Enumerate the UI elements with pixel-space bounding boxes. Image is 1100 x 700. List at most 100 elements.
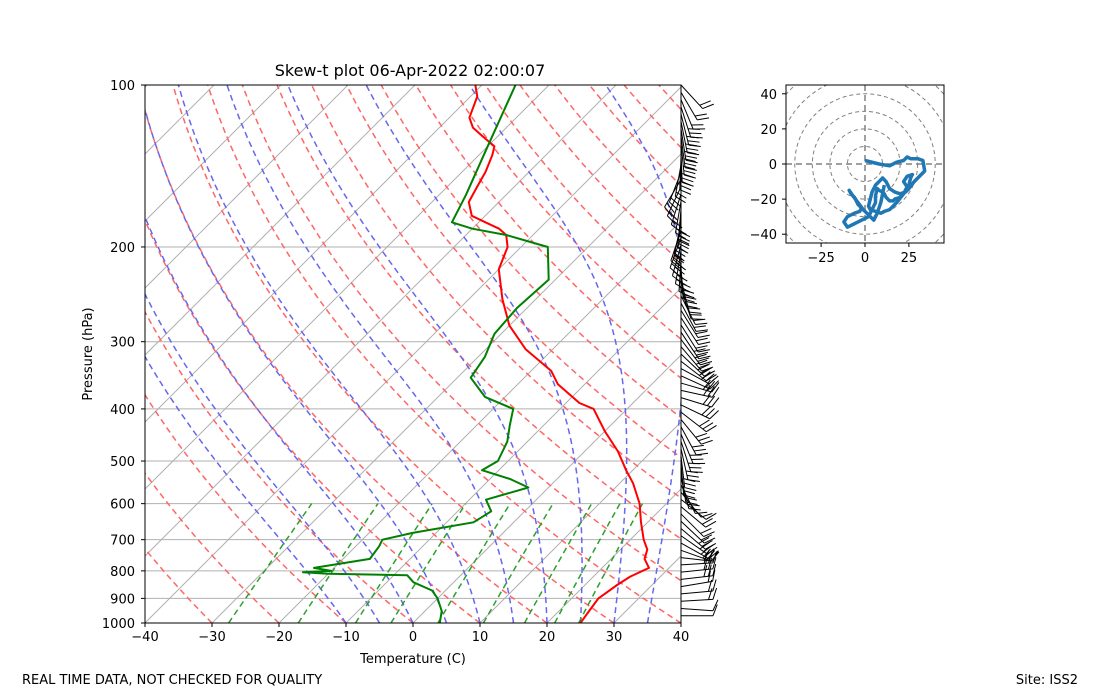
- wind-barb-flag: [698, 363, 711, 369]
- isotherm-line: [145, 86, 681, 623]
- isotherm-line: [211, 153, 681, 623]
- wind-barb-flag: [685, 159, 698, 164]
- hodograph-line: [842, 155, 927, 229]
- dry-adiabat-line: [449, 85, 681, 341]
- wind-barb-flag: [678, 231, 691, 238]
- wind-barb: [680, 426, 697, 456]
- wind-barb-flag: [690, 136, 703, 139]
- wind-barb: [680, 121, 688, 153]
- hodograph-ticks: −25 0 25 40 20 0 −20 −40: [750, 88, 918, 266]
- isotherm-line: [145, 85, 416, 356]
- wind-barb-flag: [674, 249, 686, 257]
- y-tick-label: 800: [110, 565, 135, 580]
- wind-barb-flag: [693, 348, 706, 352]
- isotherm-line: [145, 85, 550, 490]
- wind-barb-flag: [709, 410, 719, 420]
- wind-barb-flag: [669, 201, 679, 211]
- wind-barb-flag: [682, 298, 695, 303]
- wind-barb-flag: [678, 235, 690, 242]
- wind-barb-flag: [712, 569, 716, 582]
- wind-barb-flag: [693, 325, 706, 328]
- y-tick-label: 1000: [102, 617, 135, 632]
- skewt-panel: −40 −30 −20 −10 0 10 20 30 40 100 200 300 400 500 600 7…: [81, 61, 720, 667]
- isotherm-line: [278, 220, 681, 623]
- wind-barb: [680, 557, 713, 562]
- dewpoint-profile: [301, 85, 550, 623]
- wind-barb-flag: [701, 540, 713, 547]
- wind-barb-flag: [688, 144, 701, 148]
- dry-adiabat-line: [311, 85, 681, 499]
- mixing-ratio-line: [437, 503, 511, 623]
- isotherm-line: [145, 85, 349, 289]
- wind-barb: [680, 360, 707, 382]
- wind-barb-flag: [670, 260, 681, 269]
- wind-barb-flag: [683, 489, 695, 495]
- wind-barb: [680, 535, 708, 555]
- temperature-profile: [467, 85, 650, 623]
- wind-barb-flag: [698, 419, 710, 427]
- wind-barb: [680, 310, 699, 338]
- dry-adiabat-line: [145, 547, 213, 623]
- wind-barb: [680, 590, 713, 595]
- wind-barb: [680, 568, 713, 573]
- wind-barb-flag: [671, 256, 682, 265]
- wind-barb-flag: [674, 254, 685, 264]
- wind-barb: [680, 143, 685, 176]
- wind-barb-flag: [670, 197, 681, 207]
- wind-barb: [680, 106, 692, 138]
- wind-barb-flag: [669, 267, 680, 276]
- wind-barb-flag: [701, 517, 713, 525]
- wind-barb: [680, 506, 706, 528]
- wind-barb-flag: [683, 170, 696, 175]
- dry-adiabat-line: [145, 218, 481, 623]
- x-tick-label: 0: [409, 630, 417, 645]
- wind-barb-flag: [695, 322, 708, 325]
- dry-adiabat-line: [241, 85, 681, 582]
- moist-adiabat-line: [145, 292, 381, 623]
- moist-adiabat-line: [468, 85, 628, 623]
- wind-barb-flag: [689, 311, 702, 314]
- y-tick-label: 100: [110, 79, 135, 94]
- y-tick-label: 600: [110, 498, 135, 513]
- moist-adiabat-line: [226, 85, 515, 623]
- wind-barb-flag: [684, 487, 697, 491]
- wind-barb: [680, 433, 694, 464]
- y-tick-label: 900: [110, 592, 135, 607]
- hodograph-y-tick-label: 40: [760, 88, 777, 103]
- wind-barb: [680, 353, 705, 377]
- wind-barb-flag: [699, 100, 711, 106]
- hodograph-y-tick-label: −20: [750, 193, 777, 208]
- wind-barb-flag: [664, 206, 673, 217]
- wind-barb-flag: [678, 240, 690, 247]
- wind-barb-flag: [694, 113, 707, 117]
- wind-barb-flag: [688, 508, 701, 511]
- x-tick-label: −20: [265, 630, 292, 645]
- y-tick-label: 400: [110, 403, 135, 418]
- wind-barb-flag: [686, 474, 699, 478]
- x-tick-label: −30: [198, 630, 225, 645]
- y-tick-label: 700: [110, 534, 135, 549]
- wind-barb-flag: [687, 479, 700, 482]
- site-label: Site: ISS2: [1015, 673, 1078, 688]
- wind-barb-flag: [695, 511, 708, 514]
- hodograph-trace: [842, 155, 927, 229]
- wind-barb-flag: [672, 275, 683, 284]
- wind-barb-flag: [677, 247, 689, 254]
- wind-barb: [680, 346, 703, 372]
- wind-barb: [680, 520, 705, 544]
- wind-barb-flag: [672, 258, 683, 268]
- wind-barb-flag: [684, 497, 697, 501]
- wind-barb-flag: [671, 224, 682, 233]
- moist-adiabat-line: [287, 85, 548, 623]
- moist-adiabat-line: [365, 85, 583, 623]
- wind-barb-flag: [709, 380, 720, 390]
- wind-barb-flag: [697, 117, 710, 121]
- wind-barb-flag: [705, 512, 717, 520]
- wind-barb-flag: [679, 189, 692, 195]
- wind-barb-flag: [689, 132, 702, 135]
- wind-barb-flag: [701, 366, 714, 372]
- wind-barb-flag: [688, 307, 701, 310]
- wind-barb: [680, 150, 683, 183]
- wind-barb-flag: [675, 191, 687, 199]
- wind-barb-flag: [697, 357, 710, 362]
